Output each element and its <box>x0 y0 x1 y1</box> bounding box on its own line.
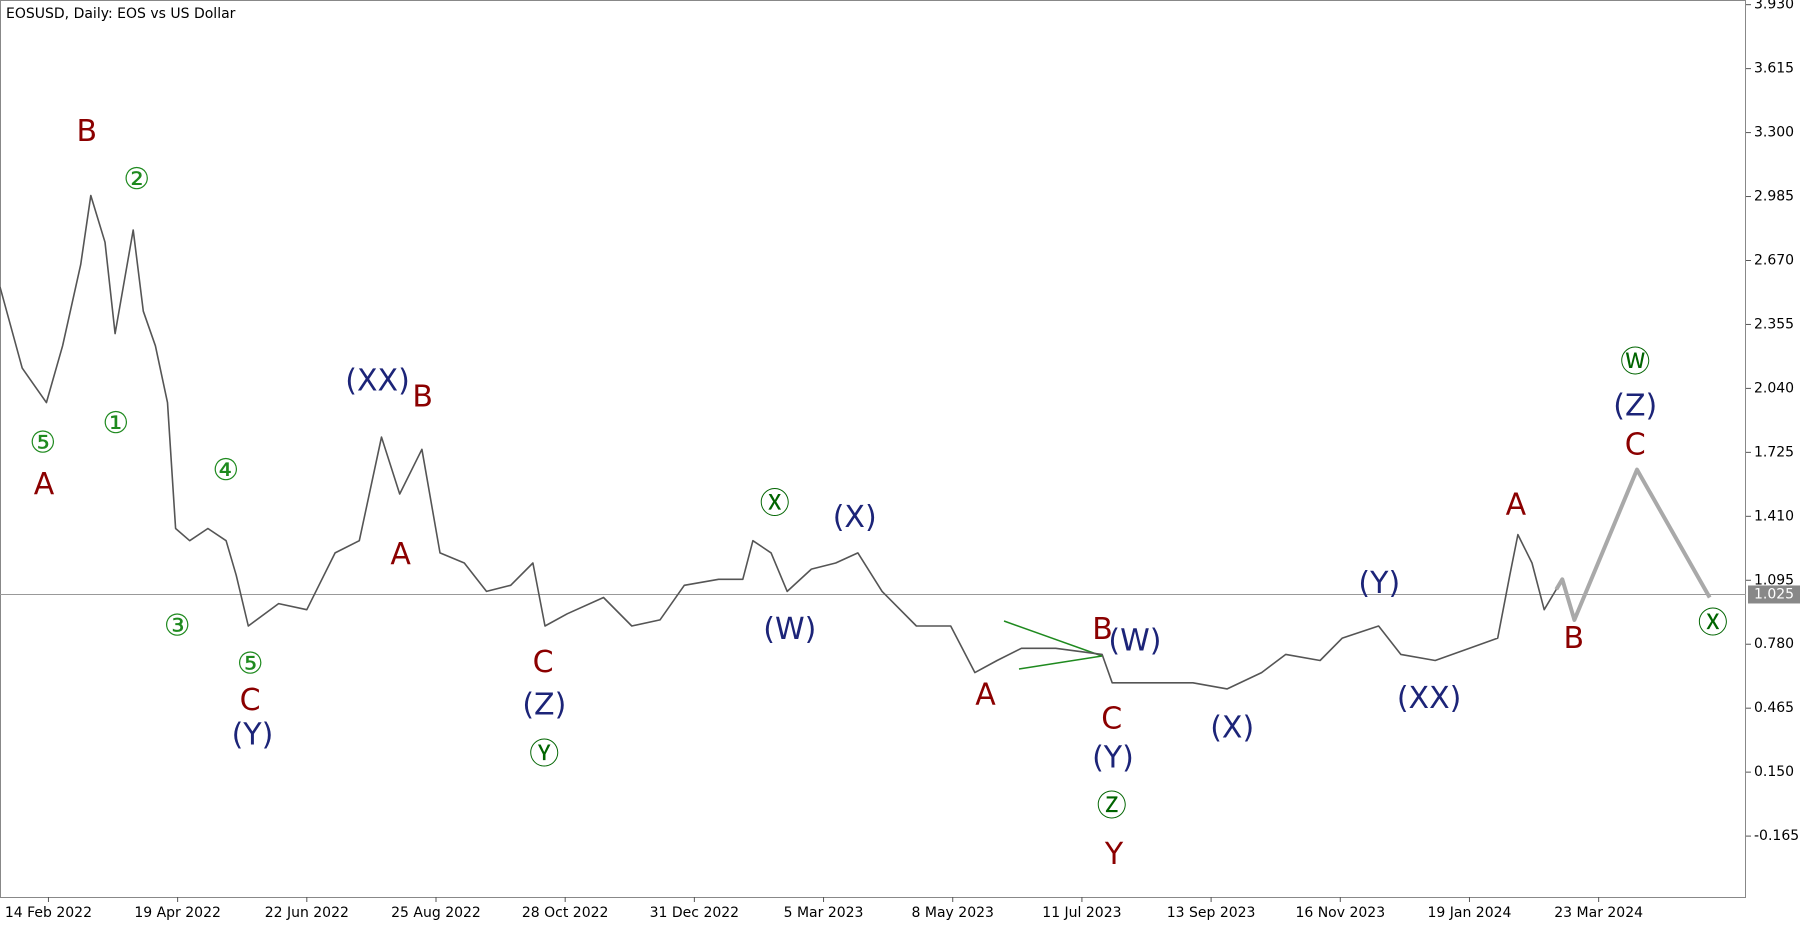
x-tick-label: 5 Mar 2023 <box>784 905 864 921</box>
x-tick-label: 31 Dec 2022 <box>650 905 739 921</box>
y-tick-label: 1.095 <box>1754 572 1794 588</box>
x-tick-label: 23 Mar 2024 <box>1554 905 1643 921</box>
plot-frame <box>0 0 1746 898</box>
wave-label: B <box>1092 612 1113 647</box>
triangle-line <box>1018 655 1103 670</box>
y-tick-label: 1.410 <box>1754 508 1794 524</box>
wave-label: Ⓨ <box>529 737 559 772</box>
wave-label: C <box>1101 701 1122 736</box>
wave-label: B <box>1564 621 1585 656</box>
wave-label: (Y) <box>232 718 274 753</box>
triangle-line <box>1003 620 1103 657</box>
wave-label: Ⓧ <box>1698 606 1728 641</box>
wave-label: (W) <box>763 612 816 647</box>
wave-label: A <box>34 467 55 502</box>
wave-label: C <box>533 645 554 680</box>
wave-label: Ⓩ <box>1097 789 1127 824</box>
wave-label: (Z) <box>522 688 566 723</box>
wave-label: A <box>1506 488 1527 523</box>
y-tick-label: 0.465 <box>1754 700 1794 716</box>
wave-label: ② <box>123 162 150 197</box>
wave-label: (Y) <box>1358 566 1400 601</box>
wave-label: Ⓧ <box>760 486 790 521</box>
y-tick-label: 2.670 <box>1754 252 1794 268</box>
wave-label: (X) <box>833 500 877 535</box>
projection-line <box>1554 467 1712 622</box>
wave-label: ③ <box>164 608 191 643</box>
x-tick-label: 14 Feb 2022 <box>5 905 92 921</box>
x-tick-label: 11 Jul 2023 <box>1042 905 1121 921</box>
wave-label: ⑤ <box>237 646 264 681</box>
chart-title: EOSUSD, Daily: EOS vs US Dollar <box>6 6 236 22</box>
x-tick-label: 22 Jun 2022 <box>265 905 349 921</box>
y-tick-label: -0.165 <box>1754 828 1799 844</box>
x-tick-label: 28 Oct 2022 <box>522 905 609 921</box>
wave-label: (XX) <box>345 363 410 398</box>
x-tick-label: 13 Sep 2023 <box>1167 905 1256 921</box>
wave-label: A <box>390 537 411 572</box>
wave-label: A <box>975 677 996 712</box>
current-price-label: 1.025 <box>1754 586 1794 602</box>
wave-label: C <box>1625 428 1646 463</box>
wave-label: C <box>240 683 261 718</box>
y-tick-label: 2.985 <box>1754 189 1794 205</box>
wave-label: (W) <box>1108 623 1161 658</box>
x-tick-label: 8 May 2023 <box>912 905 994 921</box>
y-tick-label: 3.300 <box>1754 125 1794 141</box>
wave-label: ① <box>102 406 129 441</box>
y-tick-label: 3.615 <box>1754 61 1794 77</box>
wave-label: B <box>412 379 433 414</box>
y-tick-label: 2.355 <box>1754 316 1794 332</box>
y-tick-label: 0.150 <box>1754 764 1794 780</box>
wave-label: (Z) <box>1613 389 1657 424</box>
wave-label: (XX) <box>1397 681 1462 716</box>
wave-label: (X) <box>1210 711 1254 746</box>
y-tick-label: 0.780 <box>1754 636 1794 652</box>
y-tick-label: 1.725 <box>1754 444 1794 460</box>
wave-label: (Y) <box>1092 741 1134 776</box>
wave-label: ⑤ <box>29 425 56 460</box>
x-tick-label: 25 Aug 2022 <box>391 905 481 921</box>
wave-label: Y <box>1104 837 1124 872</box>
x-tick-label: 19 Jan 2024 <box>1427 905 1511 921</box>
x-tick-label: 19 Apr 2022 <box>134 905 221 921</box>
price-line <box>0 194 1557 690</box>
y-tick-label: 3.930 <box>1754 0 1794 13</box>
y-tick-label: 2.040 <box>1754 380 1794 396</box>
wave-label: B <box>77 114 98 149</box>
current-price-box <box>1748 585 1800 604</box>
wave-label: Ⓦ <box>1620 345 1650 380</box>
wave-label: ④ <box>212 453 239 488</box>
x-tick-label: 16 Nov 2023 <box>1295 905 1385 921</box>
